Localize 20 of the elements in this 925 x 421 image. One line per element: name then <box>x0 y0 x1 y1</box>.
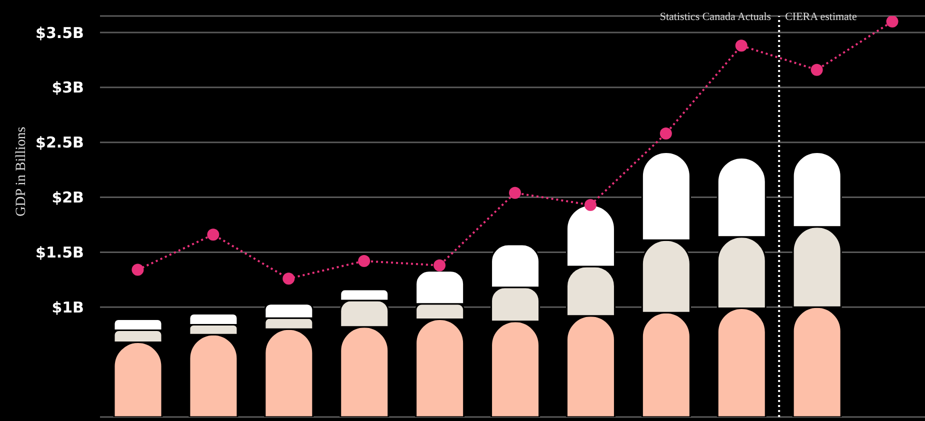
point <box>660 128 672 140</box>
y-tick-label: $1.5B <box>36 244 84 262</box>
point <box>584 198 596 211</box>
annotation: Statistics Canada Actuals <box>660 11 772 23</box>
point <box>810 64 823 76</box>
y-axis-title: GDP in Billions <box>14 126 29 216</box>
y-tick-label: $1B <box>52 298 84 316</box>
point <box>509 186 521 199</box>
point <box>434 259 446 272</box>
point <box>132 264 144 276</box>
point <box>207 228 220 241</box>
point <box>886 16 898 28</box>
y-tick-label: $2.5B <box>36 134 84 152</box>
point <box>282 272 295 285</box>
annotation: CIERA estimate <box>785 11 858 23</box>
y-tick-label: $3B <box>52 78 84 97</box>
y-tick-label: $2B <box>52 188 84 207</box>
point <box>358 254 370 267</box>
point <box>735 40 748 52</box>
y-tick-label: $3.5B <box>36 24 84 42</box>
